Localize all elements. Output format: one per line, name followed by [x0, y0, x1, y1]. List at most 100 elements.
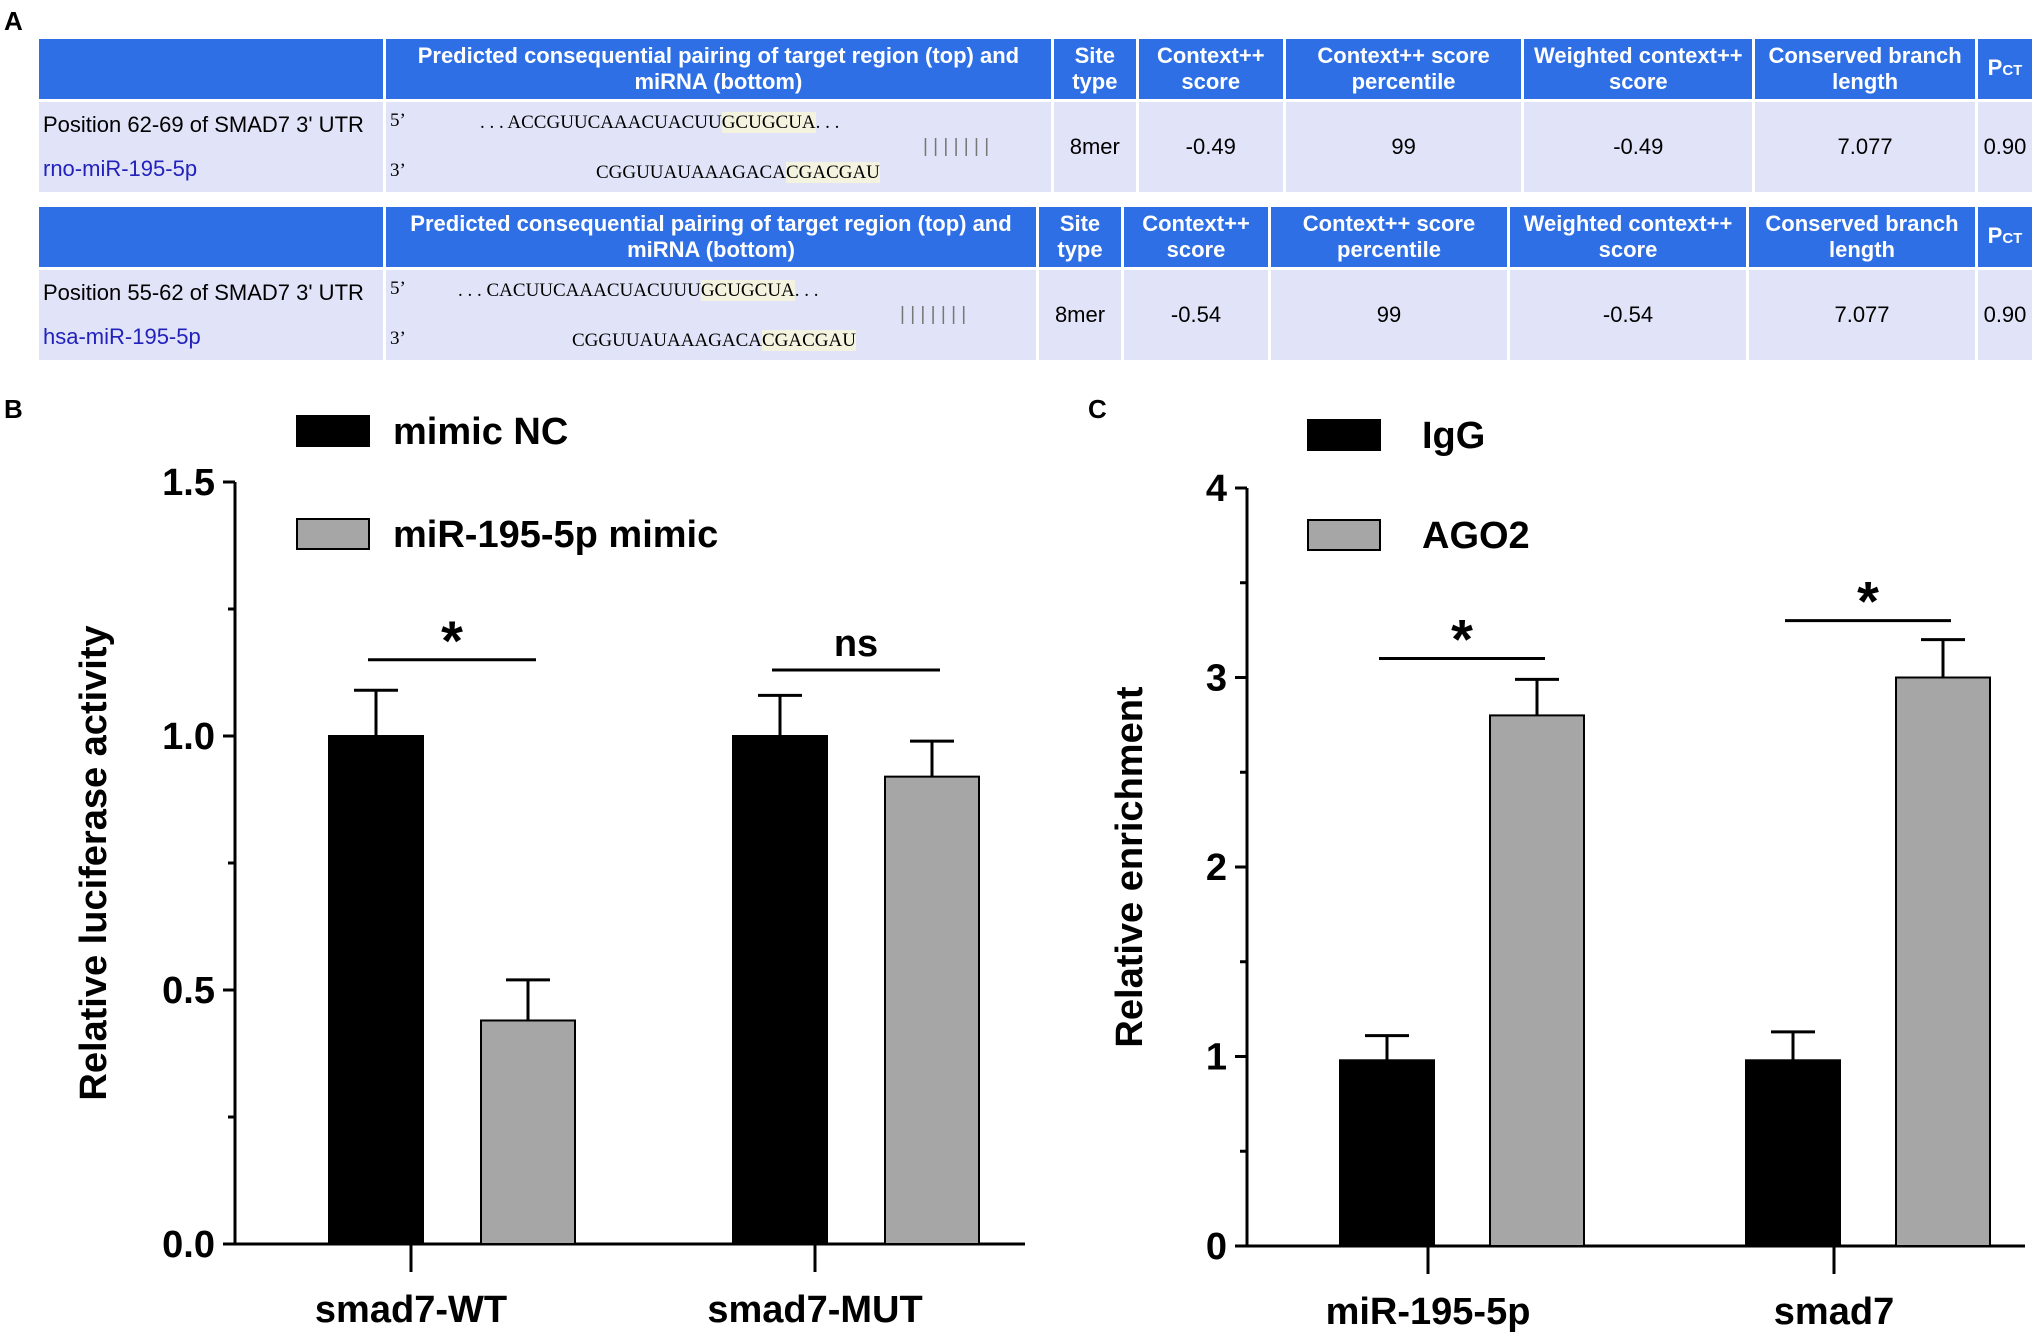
site-type-value: 8mer	[1039, 270, 1121, 360]
header-pct: PCT	[1978, 207, 2032, 267]
pairing-bars: | | | | | | |	[922, 136, 990, 157]
context-score-value: -0.49	[1138, 102, 1283, 192]
five-prime-label: 5’	[390, 278, 406, 299]
legend-label-0: IgG	[1422, 415, 1485, 457]
y-axis-label: Relative enrichment	[1109, 686, 1151, 1047]
position-text: Position 55-62 of SMAD7 3' UTR	[43, 280, 364, 305]
mirna-sequence: CGGUUAUAAAGACACGACGAU	[572, 330, 856, 352]
panel-a-label: A	[4, 6, 23, 36]
percentile-value: 99	[1271, 270, 1507, 360]
mirna-pre: CGGUUAUAAAGACA	[572, 330, 762, 351]
header-blank	[39, 207, 383, 267]
header-context-score: Context++ score	[1124, 207, 1268, 267]
header-pairing: Predicted consequential pairing of targe…	[386, 207, 1036, 267]
y-tick-label-0: 0.0	[162, 1224, 215, 1266]
weighted-value: -0.54	[1510, 270, 1746, 360]
x-tick-label-1: smad7-MUT	[707, 1289, 922, 1331]
mirna-seed: CGACGAU	[762, 330, 856, 351]
bar-mimic-nc-0	[328, 735, 424, 1245]
branch-length-value: 7.077	[1755, 102, 1975, 192]
target-post: . . .	[794, 280, 819, 301]
context-score-value: -0.54	[1124, 270, 1268, 360]
header-blank	[39, 39, 383, 99]
five-prime-label: 5’	[389, 110, 406, 131]
y-tick-label-3: 1.5	[162, 462, 215, 504]
target-sequence: . . . CACUUCAAACUACUUUGCUGCUA. . .	[458, 280, 819, 302]
three-prime-label: 3’	[389, 160, 406, 181]
legend-swatch-1	[296, 518, 370, 550]
y-tick-label-0: 0	[1206, 1226, 1227, 1268]
weighted-value: -0.49	[1524, 102, 1753, 192]
panel-c-label: C	[1088, 394, 1107, 424]
branch-length-value: 7.077	[1749, 270, 1975, 360]
target-sequence: . . . ACCGUUCAAACUACUUGCUGCUA. . .	[480, 112, 839, 134]
bar-mimic-nc-1	[732, 735, 828, 1245]
header-weighted: Weighted context++ score	[1524, 39, 1753, 99]
chart-panel-c: IgG AGO2 0 1 2 3 4 Relative enrichment miR-195-5…	[1109, 415, 2025, 1333]
pairing-cell: 5’ . . . ACCGUUCAAACUACUUGCUGCUA. . . | …	[385, 102, 1051, 192]
target-seed: GCUGCUA	[700, 280, 795, 301]
x-tick-label-0: smad7-WT	[315, 1289, 507, 1331]
header-weighted: Weighted context++ score	[1510, 207, 1746, 267]
mirna-name: hsa-miR-195-5p	[43, 324, 201, 349]
y-axis-label: Relative luciferase activity	[73, 625, 115, 1100]
legend-swatch-0	[296, 415, 370, 447]
bar-mir-195-5p-mimic-0	[480, 1019, 576, 1245]
pct-sub: CT	[2002, 61, 2023, 79]
x-tick-label-0: miR-195-5p	[1326, 1291, 1531, 1333]
target-pre: . . . CACUUCAAACUACUUU	[458, 280, 701, 301]
y-tick-label-2: 2	[1206, 847, 1227, 889]
three-prime-label: 3’	[390, 328, 406, 349]
bar-igg-0	[1339, 1059, 1435, 1247]
table-row: Position 55-62 of SMAD7 3' UTR hsa-miR-1…	[39, 270, 2032, 360]
y-tick-label-1: 1	[1206, 1037, 1227, 1079]
bar-igg-1	[1745, 1059, 1841, 1247]
y-tick-label-3: 3	[1206, 658, 1227, 700]
header-percentile: Context++ score percentile	[1271, 207, 1507, 267]
legend-label-0: mimic NC	[393, 411, 568, 453]
position-cell: Position 62-69 of SMAD7 3' UTR rno-miR-1…	[39, 102, 383, 192]
y-tick-label-4: 4	[1206, 468, 1227, 510]
legend-label-1: AGO2	[1422, 515, 1530, 557]
header-pct: PCT	[1977, 39, 2032, 99]
bar-mir-195-5p-mimic-1	[884, 775, 980, 1245]
significance-label-0: *	[1451, 608, 1473, 671]
y-tick-label-2: 1.0	[162, 716, 215, 758]
target-seed: GCUGCUA	[721, 112, 816, 133]
pct-main: P	[1987, 222, 2003, 248]
table-row: Position 62-69 of SMAD7 3' UTR rno-miR-1…	[39, 102, 2032, 192]
pct-sub: CT	[2002, 229, 2023, 247]
header-context-score: Context++ score	[1138, 39, 1283, 99]
site-type-value: 8mer	[1053, 102, 1136, 192]
header-pairing: Predicted consequential pairing of targe…	[385, 39, 1051, 99]
position-text: Position 62-69 of SMAD7 3' UTR	[43, 112, 364, 137]
legend-swatch-0	[1307, 419, 1381, 451]
panel-b-label: B	[4, 394, 23, 424]
pct-main: P	[1987, 54, 2003, 80]
pairing-bars: | | | | | | |	[900, 304, 967, 325]
header-site-type: Site type	[1053, 39, 1136, 99]
target-pre: . . . ACCGUUCAAACUACUU	[479, 112, 722, 133]
header-branch-length: Conserved branch length	[1755, 39, 1975, 99]
pct-value: 0.90	[1977, 102, 2032, 192]
chart-panel-b: mimic NC miR-195-5p mimic 0.0 0.5 1.0 1.5 Rela…	[73, 411, 1025, 1331]
mirna-sequence: CGGUUAUAAAGACACGACGAU	[596, 162, 880, 184]
legend-label-1: miR-195-5p mimic	[393, 514, 718, 556]
pct-value: 0.90	[1978, 270, 2032, 360]
targetscan-table-hsa: Predicted consequential pairing of targe…	[36, 204, 2033, 363]
table-header-row: Predicted consequential pairing of targe…	[39, 207, 2032, 267]
y-tick-label-1: 0.5	[162, 970, 215, 1012]
bar-ago2-0	[1489, 714, 1585, 1247]
legend-swatch-1	[1307, 519, 1381, 551]
header-branch-length: Conserved branch length	[1749, 207, 1975, 267]
targetscan-table-rno: Predicted consequential pairing of targe…	[36, 36, 2033, 195]
bar-ago2-1	[1895, 676, 1991, 1247]
significance-label-1: *	[1857, 570, 1879, 633]
target-post: . . .	[815, 112, 840, 133]
mirna-seed: CGACGAU	[785, 162, 880, 183]
pairing-cell: 5’ . . . CACUUCAAACUACUUUGCUGCUA. . . | …	[386, 270, 1036, 360]
table-header-row: Predicted consequential pairing of targe…	[39, 39, 2032, 99]
significance-label-1: ns	[834, 623, 878, 665]
x-tick-label-1: smad7	[1774, 1291, 1894, 1333]
percentile-value: 99	[1285, 102, 1522, 192]
